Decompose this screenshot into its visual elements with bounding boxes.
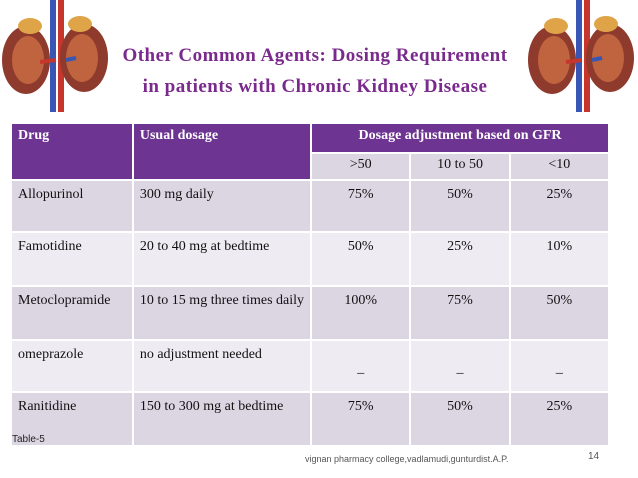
- cell-drug: Famotidine: [10, 231, 134, 287]
- cell-dosage: 20 to 40 mg at bedtime: [131, 231, 313, 287]
- header-gfr-adjustment: Dosage adjustment based on GFR: [310, 122, 610, 154]
- header-usual-dosage: Usual dosage: [131, 122, 313, 181]
- kidney-right-icon: [528, 0, 634, 112]
- table-row: Famotidine 20 to 40 mg at bedtime 50% 25…: [10, 231, 611, 287]
- title-line-1: Other Common Agents: Dosing Requirement: [122, 45, 508, 66]
- table-row: Allopurinol 300 mg daily 75% 50% 25%: [10, 179, 611, 233]
- cell-gfr-lt10: 10%: [508, 231, 611, 287]
- header-gfr-10-50: 10 to 50: [409, 152, 511, 181]
- table-row: Ranitidine 150 to 300 mg at bedtime 75% …: [10, 391, 611, 447]
- cell-gfr-lt10: 25%: [508, 179, 611, 233]
- cell-drug: Ranitidine: [10, 391, 134, 447]
- cell-dosage: no adjustment needed: [131, 339, 313, 393]
- title-line-2: in patients with Chronic Kidney Disease: [142, 76, 488, 97]
- cell-gfr-gt50: 50%: [310, 231, 412, 287]
- cell-gfr-gt50: 75%: [310, 179, 412, 233]
- cell-dosage: 300 mg daily: [131, 179, 313, 233]
- kidney-left-icon: [2, 0, 108, 112]
- cell-dosage: 150 to 300 mg at bedtime: [131, 391, 313, 447]
- cell-gfr-10-50: _: [409, 339, 511, 393]
- table-header-row: Drug Usual dosage Dosage adjustment base…: [10, 122, 610, 181]
- cell-gfr-lt10: _: [508, 339, 611, 393]
- cell-gfr-10-50: 75%: [409, 285, 511, 341]
- table-row: omeprazole no adjustment needed _ _ _: [10, 339, 611, 393]
- cell-dosage: 10 to 15 mg three times daily: [131, 285, 313, 341]
- cell-drug: omeprazole: [10, 339, 134, 393]
- cell-gfr-lt10: 25%: [508, 391, 611, 447]
- table-row: Metoclopramide 10 to 15 mg three times d…: [10, 285, 611, 341]
- cell-gfr-gt50: _: [310, 339, 412, 393]
- header-drug: Drug: [10, 122, 134, 181]
- college-footer: vignan pharmacy college,vadlamudi,guntur…: [305, 454, 509, 464]
- cell-gfr-gt50: 75%: [310, 391, 412, 447]
- header-gfr-gt50: >50: [310, 152, 412, 181]
- cell-drug: Metoclopramide: [10, 285, 134, 341]
- dosing-table: Drug Usual dosage Dosage adjustment base…: [10, 122, 611, 447]
- cell-gfr-10-50: 50%: [409, 391, 511, 447]
- cell-gfr-lt10: 50%: [508, 285, 611, 341]
- table-subheader-row: >50 10 to 50 <10: [11, 152, 611, 181]
- header-gfr-lt10: <10: [508, 152, 611, 181]
- cell-gfr-10-50: 50%: [409, 179, 511, 233]
- page-number: 14: [588, 451, 600, 462]
- slide-title: Other Common Agents: Dosing Requirement …: [100, 40, 530, 102]
- table-label: Table-5: [12, 434, 45, 445]
- cell-gfr-10-50: 25%: [409, 231, 511, 287]
- cell-gfr-gt50: 100%: [310, 285, 412, 341]
- cell-drug: Allopurinol: [10, 179, 134, 233]
